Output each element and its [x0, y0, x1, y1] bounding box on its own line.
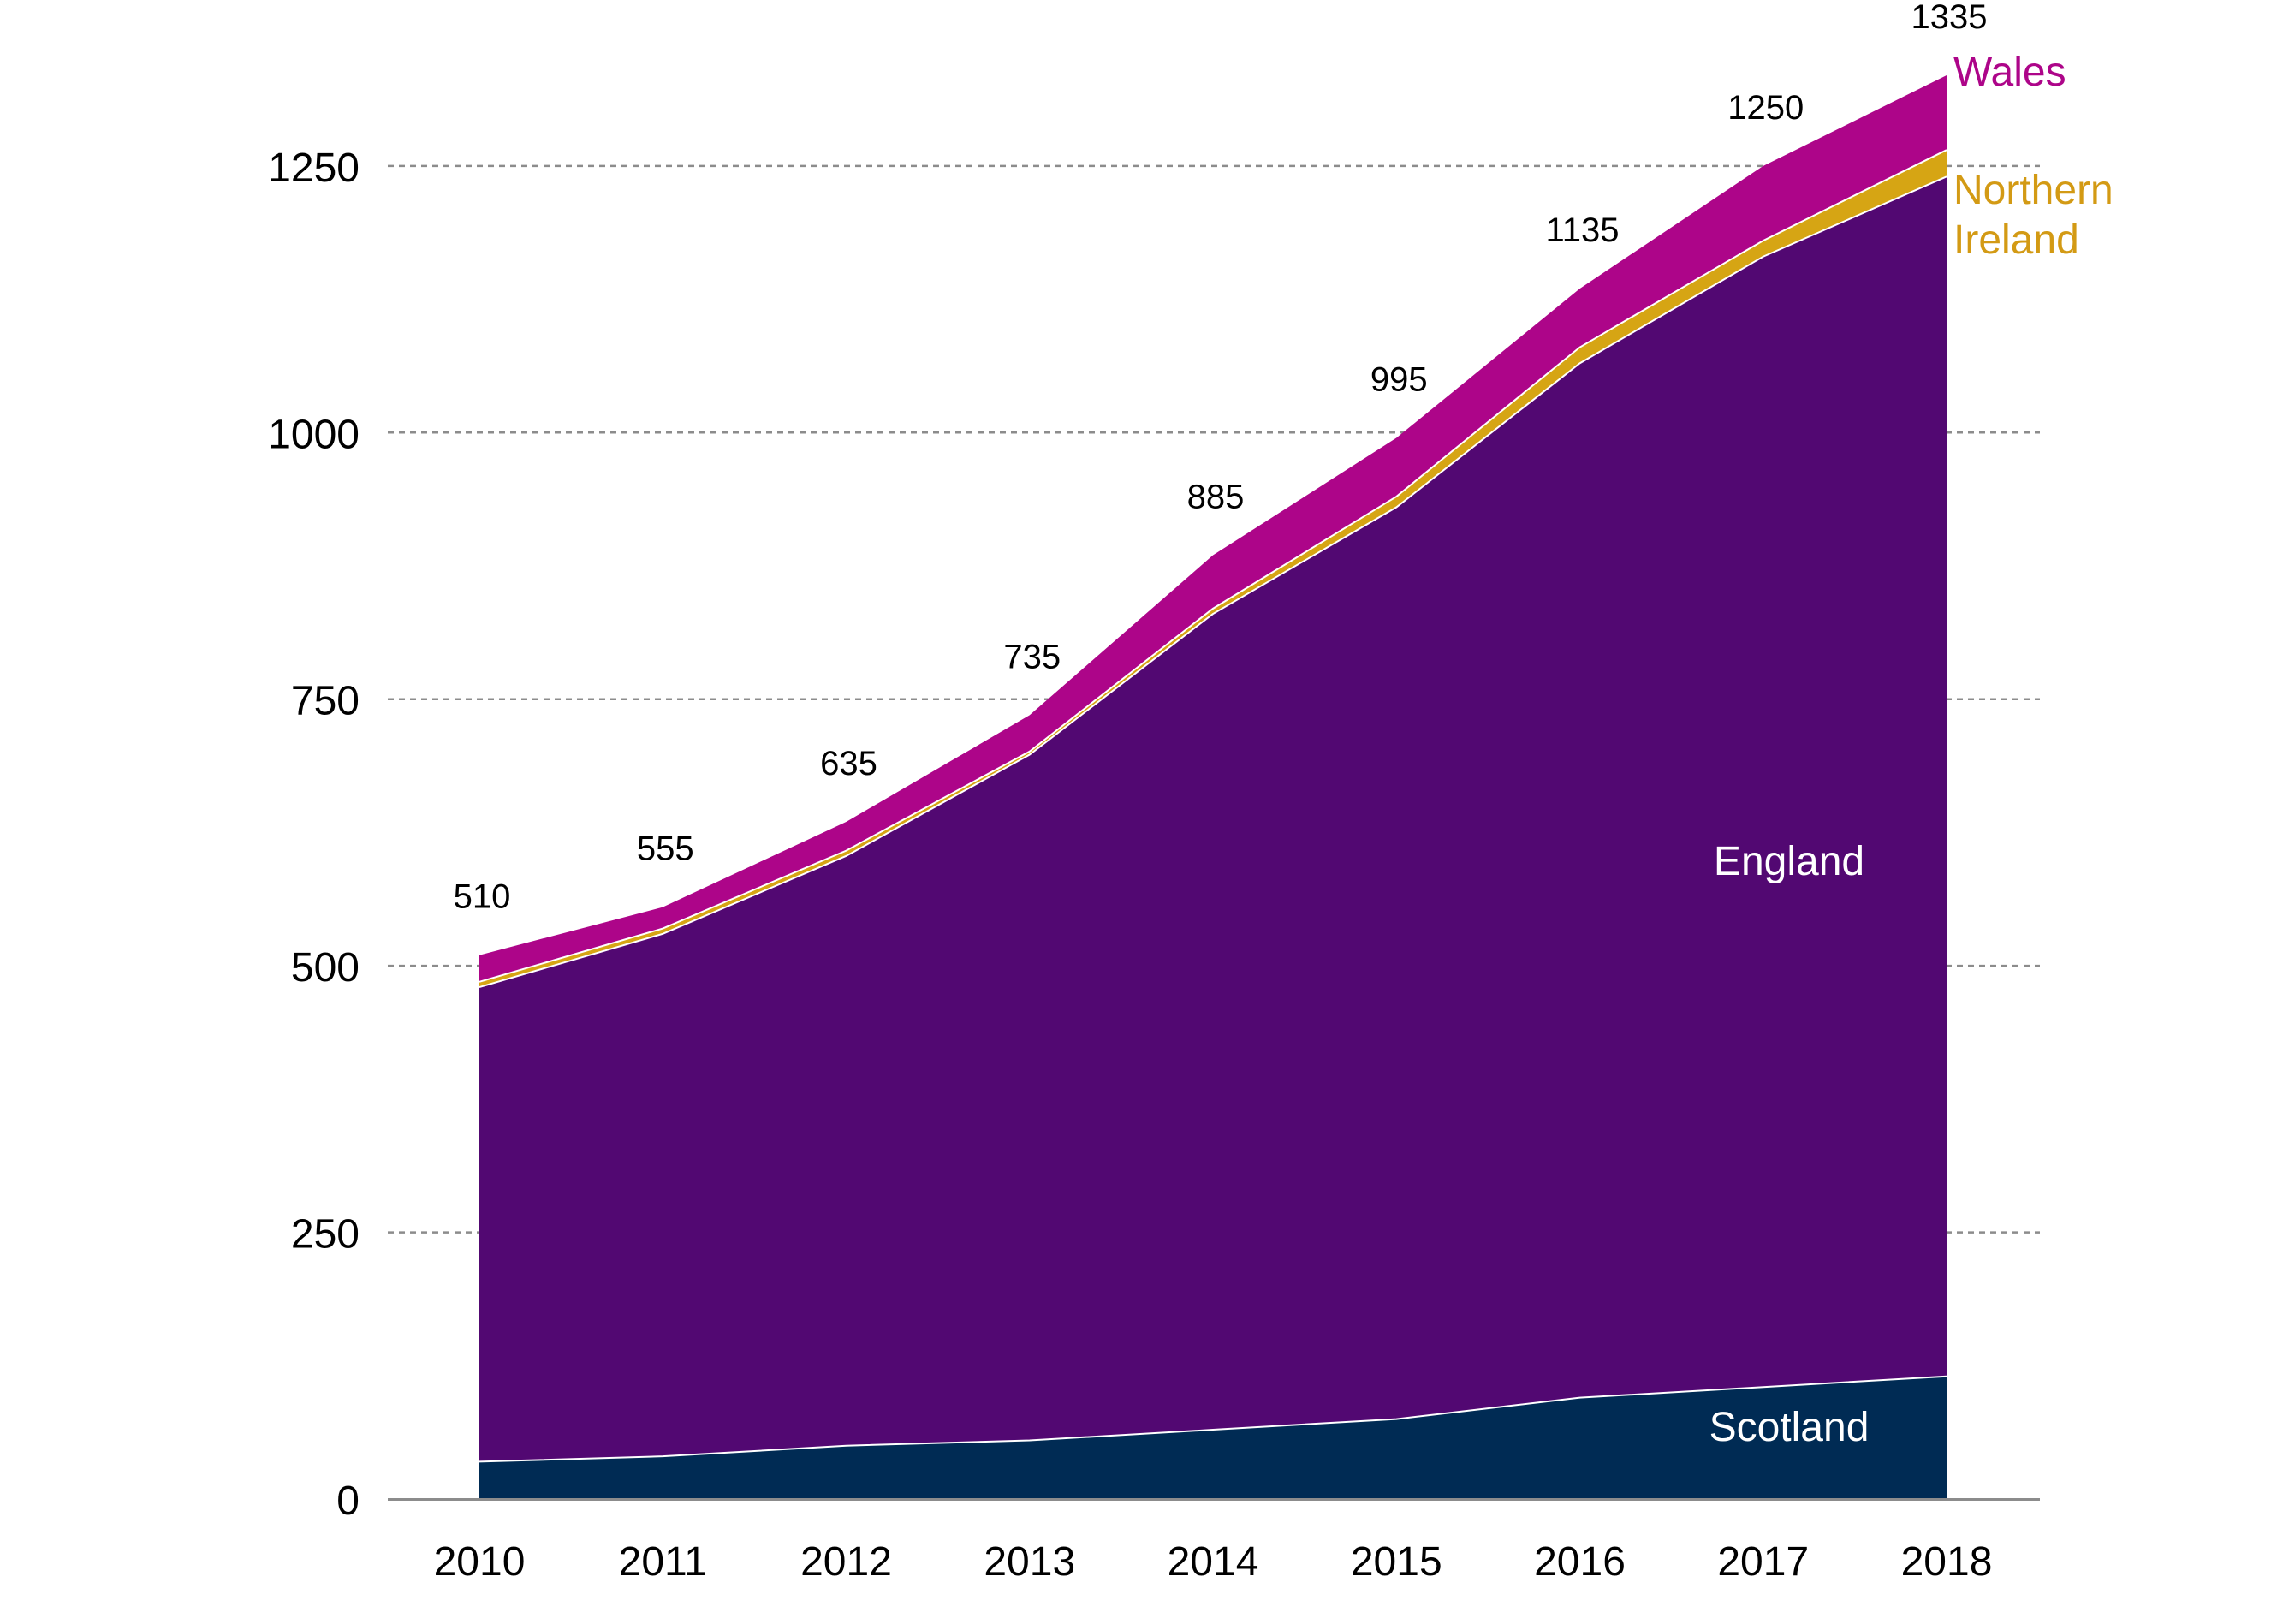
x-tick-label: 2015	[1351, 1539, 1442, 1585]
area-scotland	[479, 1376, 1947, 1499]
x-tick-label: 2011	[619, 1539, 707, 1585]
area-wales	[479, 74, 1947, 982]
x-tick-label: 2010	[434, 1539, 526, 1585]
series-label-scotland: Scotland	[1709, 1405, 1870, 1450]
y-axis-ticks: 0 250 500 750 1000 1250	[268, 146, 360, 1524]
area-series	[479, 74, 1947, 1499]
total-label: 1250	[1727, 89, 1804, 127]
series-label-line: England	[1714, 839, 1864, 884]
area-england	[479, 176, 1947, 1462]
y-tick-label: 1000	[268, 412, 360, 457]
series-separators	[479, 149, 1947, 1463]
series-label-line: Wales	[1953, 50, 2066, 95]
x-tick-label: 2017	[1717, 1539, 1809, 1585]
total-label: 995	[1370, 361, 1428, 399]
total-labels: 510 555 635 735 885 995 1135 1250 1335	[454, 0, 1988, 916]
total-label: 510	[454, 878, 511, 916]
area-northern-ireland	[479, 150, 1947, 988]
y-tick-label: 250	[291, 1212, 360, 1258]
separator-scotland	[479, 1375, 1947, 1463]
x-axis-ticks: 2010 2011 2012 2013 2014 2015 2016 2017 2018	[434, 1539, 1993, 1585]
series-label-line: Scotland	[1709, 1405, 1870, 1450]
total-label: 1135	[1545, 211, 1619, 249]
total-label: 735	[1003, 638, 1061, 675]
series-label-wales: Wales	[1953, 50, 2066, 95]
y-tick-label: 500	[291, 945, 360, 990]
total-label: 555	[637, 830, 694, 868]
x-tick-label: 2018	[1901, 1539, 1993, 1585]
y-tick-label: 750	[291, 679, 360, 724]
x-tick-label: 2013	[984, 1539, 1075, 1585]
y-tick-label: 0	[336, 1478, 360, 1524]
separator-northern-ireland	[479, 149, 1947, 983]
series-labels: Scotland England Northern Ireland Wales	[1709, 50, 2114, 1450]
total-label: 885	[1187, 479, 1245, 516]
series-label-line: Ireland	[1953, 217, 2079, 263]
x-tick-label: 2012	[800, 1539, 892, 1585]
series-label-england: England	[1714, 839, 1864, 884]
y-tick-label: 1250	[268, 146, 360, 191]
series-label-northern-ireland: Northern Ireland	[1953, 168, 2114, 263]
separator-england	[479, 175, 1947, 989]
x-tick-label: 2016	[1534, 1539, 1626, 1585]
total-label: 635	[820, 745, 877, 782]
series-label-line: Northern	[1953, 168, 2114, 213]
total-label: 1335	[1911, 0, 1988, 36]
x-tick-label: 2014	[1168, 1539, 1259, 1585]
